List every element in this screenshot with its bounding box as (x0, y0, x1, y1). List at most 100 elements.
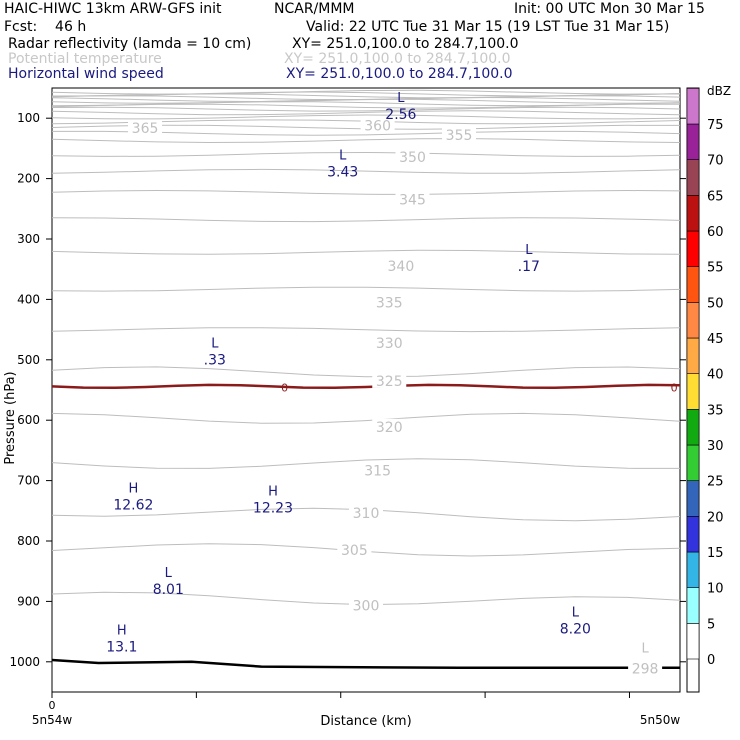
y-tick-label: 200 (17, 172, 40, 186)
theta-label-bg (383, 258, 418, 274)
field-reflectivity-xy: XY= 251.0,100.0 to 284.7,100.0 (292, 36, 519, 52)
theta-contour (51, 168, 681, 174)
theta-label-bg (395, 148, 430, 164)
wind-extremum-kind: L (165, 566, 173, 581)
wind-extremum-value: 12.62 (113, 498, 153, 514)
y-tick-label: 900 (17, 594, 40, 608)
theta-contour (51, 366, 681, 378)
y-axis-title: Pressure (hPa) (3, 371, 18, 464)
theta-label: 365 (132, 121, 159, 137)
colorbar-cell (686, 551, 700, 588)
colorbar-cell (686, 302, 700, 339)
org-name: NCAR/MMM (274, 1, 355, 17)
colorbar-label: 35 (707, 403, 724, 418)
theta-contour (51, 412, 681, 424)
wind-extremum-kind: L (641, 642, 649, 657)
colorbar-cell (686, 409, 700, 446)
theta-label: 330 (376, 336, 403, 352)
theta-label-bg (360, 117, 395, 133)
colorbar-cell (686, 587, 700, 624)
x-start-label: 0 (49, 699, 56, 712)
theta-contour (51, 189, 681, 195)
theta-label: 355 (446, 128, 473, 144)
theta-label-bg (395, 191, 430, 207)
wind-extremum-value: 12.23 (253, 501, 293, 517)
y-tick-label: 800 (17, 534, 40, 548)
wind-extremum-kind: L (397, 91, 405, 106)
wind-extremum-kind: L (211, 337, 219, 352)
wind-extremum-kind: L (339, 148, 347, 163)
theta-contour (51, 286, 681, 292)
colorbar-cell (686, 623, 700, 660)
colorbar-label: 75 (707, 118, 724, 133)
colorbar-label: 15 (707, 546, 724, 561)
colorbar-label: 40 (707, 368, 724, 383)
theta-contour (51, 138, 681, 144)
wind-extremum-kind: L (525, 243, 533, 258)
wind-extremum-value: 2.56 (385, 107, 416, 123)
field-wind-name: Horizontal wind speed (8, 66, 164, 82)
zero-dbz-label: 0 (281, 381, 288, 394)
theta-label-bg (128, 119, 163, 135)
wind-extremum-value: 13.1 (106, 640, 137, 656)
colorbar-label: 30 (707, 439, 724, 454)
colorbar-label: 70 (707, 154, 724, 169)
zero-dbz-label: 0 (671, 381, 678, 394)
colorbar-cell (686, 266, 700, 303)
colorbar-cell (686, 88, 700, 125)
wind-extremum-value: 3.43 (327, 164, 358, 180)
colorbar-label: 60 (707, 225, 724, 240)
colorbar-label: 20 (707, 510, 724, 525)
wind-extremum-value: .33 (204, 353, 226, 369)
theta-label-bg (628, 660, 663, 676)
colorbar-cell (686, 195, 700, 232)
zero-dbz-contour (51, 383, 681, 390)
colorbar-label: 50 (707, 296, 724, 311)
y-tick-label: 500 (17, 353, 40, 367)
theta-contour (51, 327, 681, 333)
wind-extremum-value: .17 (518, 259, 540, 275)
wind-extremum-value: 8.20 (560, 622, 591, 638)
y-tick-label: 100 (17, 111, 40, 125)
theta-label: 305 (341, 543, 368, 559)
wind-extremum-kind: H (268, 485, 278, 500)
colorbar-label: 0 (707, 653, 715, 668)
theta-label-bg (349, 597, 383, 613)
colorbar-cell (686, 373, 700, 410)
wind-extremum-kind: L (572, 606, 580, 621)
theta-label: 325 (376, 374, 403, 390)
theta-contour (51, 458, 681, 469)
colorbar-label: 45 (707, 332, 724, 347)
theta-label-bg (372, 372, 407, 388)
theta-label-bg (360, 462, 395, 478)
theta-label: 300 (353, 599, 380, 615)
theta-label-bg (337, 542, 372, 558)
y-tick-label: 600 (17, 413, 40, 427)
colorbar-cell (686, 230, 700, 267)
theta-contour (51, 103, 681, 109)
theta-label-bg (442, 127, 477, 143)
field-reflectivity-name: Radar reflectivity (lamda = 10 cm) (8, 36, 252, 52)
field-theta-xy: XY= 251.0,100.0 to 284.7,100.0 (284, 51, 511, 67)
x-right-location: 5n50w (640, 713, 681, 727)
y-tick-label: 700 (17, 474, 40, 488)
y-tick-label: 400 (17, 292, 40, 306)
field-wind-xy: XY= 251.0,100.0 to 284.7,100.0 (286, 66, 513, 82)
colorbar-label: 55 (707, 261, 724, 276)
theta-label: 310 (353, 506, 380, 522)
wind-extremum-kind: H (129, 482, 139, 497)
theta-contour (51, 114, 681, 120)
y-tick-label: 300 (17, 232, 40, 246)
model-title: HAIC-HIWC 13km ARW-GFS init (4, 1, 222, 17)
colorbar-label: 25 (707, 475, 724, 490)
colorbar-label: 65 (707, 189, 724, 204)
field-theta-name: Potential temperature (8, 51, 162, 67)
theta-label-bg (372, 294, 407, 310)
colorbar-cell (686, 444, 700, 481)
theta-contour (51, 151, 681, 157)
theta-label: 340 (388, 259, 415, 275)
colorbar-cell (686, 337, 700, 374)
theta-label: 360 (364, 118, 391, 134)
theta-label-bg (372, 418, 407, 434)
theta-contour (51, 98, 681, 104)
